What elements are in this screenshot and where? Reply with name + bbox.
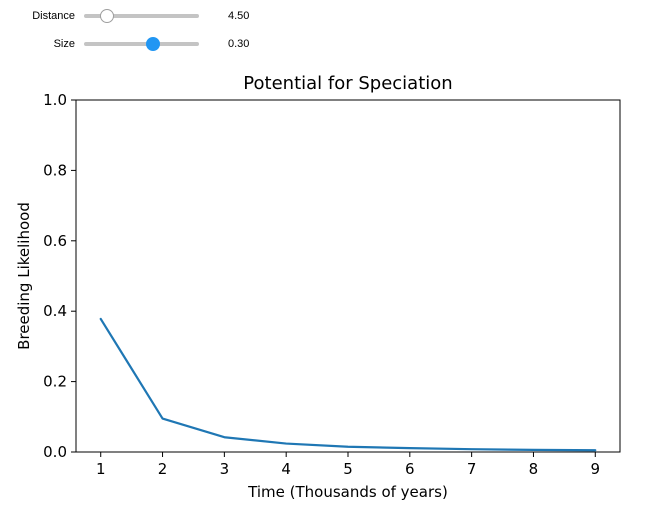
x-axis-label: Time (Thousands of years) <box>247 483 448 501</box>
size-slider-handle[interactable] <box>146 37 160 51</box>
size-control: Size 0.30 <box>0 34 300 54</box>
plot-frame <box>75 99 621 453</box>
x-tick-label: 8 <box>529 460 539 478</box>
distance-slider-track[interactable] <box>84 14 199 18</box>
distance-label: Distance <box>32 10 75 22</box>
x-tick-label: 3 <box>220 460 230 478</box>
distance-value: 4.50 <box>228 10 250 22</box>
y-tick-label: 0.0 <box>43 443 67 461</box>
x-tick-label: 1 <box>96 460 106 478</box>
x-tick-label: 7 <box>467 460 477 478</box>
distance-control: Distance 4.50 <box>0 6 300 26</box>
x-tick-label: 2 <box>158 460 168 478</box>
x-tick-label: 9 <box>590 460 600 478</box>
chart-title: Potential for Speciation <box>243 73 452 94</box>
y-axis-label: Breeding Likelihood <box>15 202 33 350</box>
y-tick-label: 1.0 <box>43 91 67 109</box>
size-value: 0.30 <box>228 38 250 50</box>
y-tick-label: 0.8 <box>43 161 67 179</box>
size-label: Size <box>53 38 75 50</box>
distance-slider-handle[interactable] <box>100 9 114 23</box>
y-tick-label: 0.6 <box>43 232 67 250</box>
series-line <box>99 317 597 452</box>
speciation-line-chart: 1 2 3 4 5 6 7 8 9 0.0 0.2 0.4 0.6 0.8 1.0 Potential fo… <box>15 73 621 501</box>
x-tick-label: 5 <box>343 460 353 478</box>
x-tick-label: 4 <box>281 460 291 478</box>
x-tick-label: 6 <box>405 460 415 478</box>
y-tick-label: 0.4 <box>43 302 67 320</box>
plot-area: 1 2 3 4 5 6 7 8 9 0.0 0.2 0.4 0.6 0.8 1.0 <box>43 91 621 478</box>
size-slider-track[interactable] <box>84 42 199 46</box>
y-tick-label: 0.2 <box>43 373 67 391</box>
